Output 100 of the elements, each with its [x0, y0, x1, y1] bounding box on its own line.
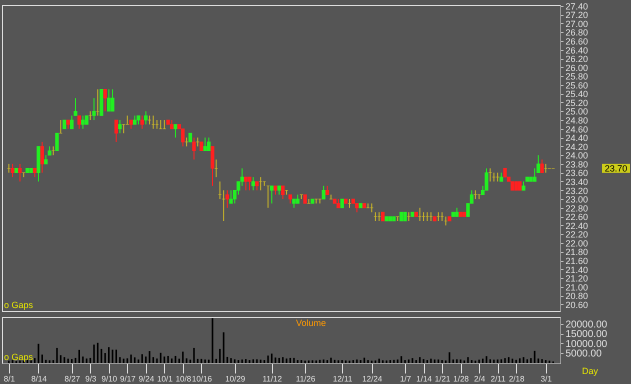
- y-tick-label: 26.40: [566, 45, 588, 56]
- candlestick: [144, 110, 148, 125]
- x-tick-label: 10/8: [176, 374, 192, 384]
- x-tick-label: 2/18: [508, 374, 525, 384]
- candlestick: [74, 98, 78, 116]
- y-tick-label: 25.40: [566, 89, 588, 100]
- x-tick-label: 1/28: [453, 374, 470, 384]
- x-tick-label: 2/11: [490, 374, 506, 384]
- candlestick: [248, 176, 252, 191]
- x-tick-label: 9/24: [138, 374, 155, 384]
- x-tick-label: 10/16: [192, 374, 212, 384]
- candlestick: [192, 137, 196, 160]
- candlestick: [536, 154, 540, 174]
- y-tick-label: 23.20: [566, 186, 588, 196]
- x-tick-label: 12/24: [362, 374, 383, 384]
- candlestick: [322, 185, 326, 200]
- y-tick-label: 25.60: [566, 80, 588, 90]
- candlestick: [70, 115, 74, 130]
- candlestick: [40, 141, 44, 174]
- y-tick-label: 21.60: [566, 256, 588, 266]
- x-tick-label: 8/14: [31, 374, 48, 384]
- y-tick-label: 23.40: [566, 176, 588, 187]
- y-tick-label: 24.20: [566, 142, 588, 152]
- y-tick-label: 22.80: [566, 203, 588, 214]
- y-tick-label: 20000.00: [566, 319, 608, 330]
- x-tick-label: 11/26: [296, 374, 316, 384]
- candlestick: [10, 163, 14, 178]
- y-tick-label: 22.60: [566, 212, 588, 222]
- y-tick-label: 23.80: [566, 159, 588, 170]
- x-tick-label: 12/11: [332, 374, 353, 384]
- annotation: Volume: [296, 318, 326, 328]
- candlestick: [484, 168, 488, 191]
- y-tick-label: 21.00: [566, 282, 588, 292]
- candlestick: [118, 120, 122, 134]
- y-tick-label: 21.40: [566, 264, 588, 275]
- y-tick-label: 22.40: [566, 220, 588, 231]
- x-tick-label: 9/3: [85, 374, 97, 384]
- y-tick-label: 21.20: [566, 274, 588, 284]
- y-tick-label: 5000.00: [566, 348, 602, 360]
- candlestick: [81, 115, 85, 130]
- x-tick-label: 11/12: [262, 374, 282, 384]
- y-tick-label: 15000.00: [566, 329, 608, 340]
- candlestick: [140, 115, 144, 130]
- candlestick: [281, 185, 285, 200]
- y-tick-label: 26.20: [566, 54, 588, 64]
- annotation: o Gaps: [4, 300, 34, 310]
- candlestick: [240, 168, 244, 186]
- x-tick-label: 1/21: [434, 374, 451, 384]
- candlestick: [244, 176, 248, 191]
- candlestick: [203, 137, 207, 152]
- candlestick: [77, 115, 82, 130]
- candlestick: [270, 185, 274, 204]
- y-tick-label: 10000.00: [566, 338, 608, 350]
- y-tick-label: 26.80: [566, 28, 588, 38]
- y-tick-label: 26.60: [566, 36, 588, 46]
- x-tick-label: 1/14: [416, 374, 432, 384]
- candlestick: [110, 88, 114, 112]
- x-tick-label: 3/1: [540, 374, 552, 384]
- candlestick: [540, 159, 544, 174]
- y-tick-label: 25.80: [566, 72, 588, 82]
- y-tick-label: 27.40: [566, 1, 588, 12]
- candlestick: [210, 146, 214, 186]
- candlestick: [114, 120, 118, 142]
- x-tick-label: 1/7: [400, 374, 412, 384]
- candlestick: [92, 98, 96, 121]
- y-tick-label: 22.00: [566, 238, 588, 248]
- candlestick: [181, 128, 185, 147]
- candlestick: [229, 190, 233, 204]
- y-tick-label: 23.00: [566, 194, 588, 205]
- candlestick: [107, 88, 111, 112]
- y-tick-label: 26.00: [566, 62, 588, 73]
- x-tick-label: 10/1: [157, 374, 174, 384]
- candlestick: [103, 88, 107, 112]
- x-tick-label: 10/29: [225, 374, 246, 384]
- y-tick-label: 21.80: [566, 247, 588, 258]
- y-tick-label: 23.60: [566, 168, 588, 178]
- y-tick-label: 24.40: [566, 133, 588, 144]
- annotation: o Gaps: [4, 352, 34, 362]
- y-tick-label: 27.20: [566, 10, 588, 20]
- y-tick-label: 24.60: [566, 124, 588, 134]
- candlestick: [55, 132, 59, 152]
- x-tick-label: 9/17: [120, 374, 136, 384]
- y-tick-label: 27.00: [566, 18, 588, 29]
- text: 23.70: [604, 163, 628, 174]
- y-tick-label: 25.20: [566, 98, 588, 108]
- candlestick: [18, 163, 22, 182]
- x-tick-label: 8/27: [64, 374, 81, 384]
- text: Day: [582, 366, 598, 376]
- y-tick-label: 24.00: [566, 150, 588, 161]
- candlestick: [174, 124, 178, 138]
- candlestick: [251, 176, 256, 191]
- y-tick-label: 22.20: [566, 230, 588, 240]
- x-tick-label: 9/10: [102, 374, 118, 384]
- candlestick: [532, 168, 536, 182]
- x-tick-label: 8/1: [4, 374, 16, 384]
- y-tick-label: 24.80: [566, 116, 588, 126]
- y-tick-label: 25.00: [566, 106, 588, 117]
- candlestick: [206, 137, 211, 152]
- x-tick-label: 2/4: [474, 374, 486, 384]
- y-tick-label: 20.80: [566, 291, 588, 302]
